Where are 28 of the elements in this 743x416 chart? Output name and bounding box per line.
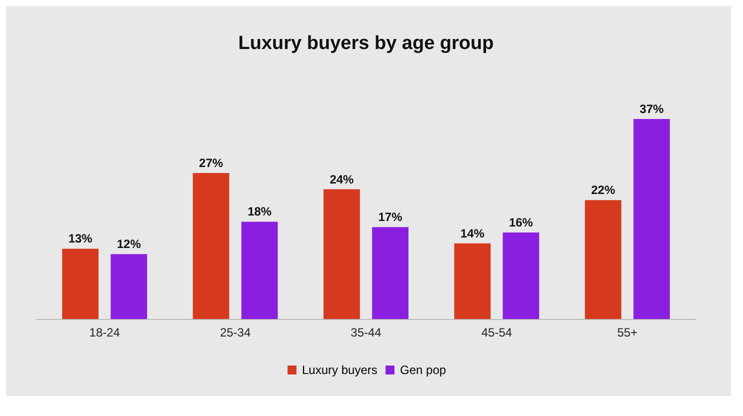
data-label: 13%: [68, 232, 93, 246]
x-tick-label: 35-44: [350, 326, 382, 340]
x-tick-label: 55+: [617, 326, 638, 340]
bar: [584, 200, 622, 319]
bar: [502, 232, 540, 319]
data-label: 17%: [378, 210, 403, 224]
data-label: 12%: [116, 237, 142, 252]
bar: [454, 243, 491, 319]
data-label: 18%: [248, 204, 272, 219]
bar: [633, 119, 670, 319]
data-label: 22%: [591, 183, 616, 198]
legend-label: Luxury buyers: [302, 363, 378, 377]
bar: [241, 222, 278, 319]
x-tick-label: 45-54: [481, 326, 512, 340]
data-label: 37%: [640, 102, 664, 116]
bar: [62, 248, 99, 319]
x-tick-label: 18-24: [89, 326, 120, 340]
data-label: 27%: [199, 156, 224, 170]
bar: [372, 227, 408, 319]
x-tick-label: 25-34: [220, 326, 251, 340]
data-label: 24%: [330, 172, 354, 186]
chart-title: Luxury buyers by age group: [238, 33, 494, 54]
bar: [324, 189, 360, 319]
data-label: 14%: [460, 226, 485, 240]
data-label: 16%: [508, 216, 534, 230]
legend-label: Gen pop: [400, 363, 446, 377]
bar: [192, 173, 230, 319]
bar: [110, 254, 148, 319]
